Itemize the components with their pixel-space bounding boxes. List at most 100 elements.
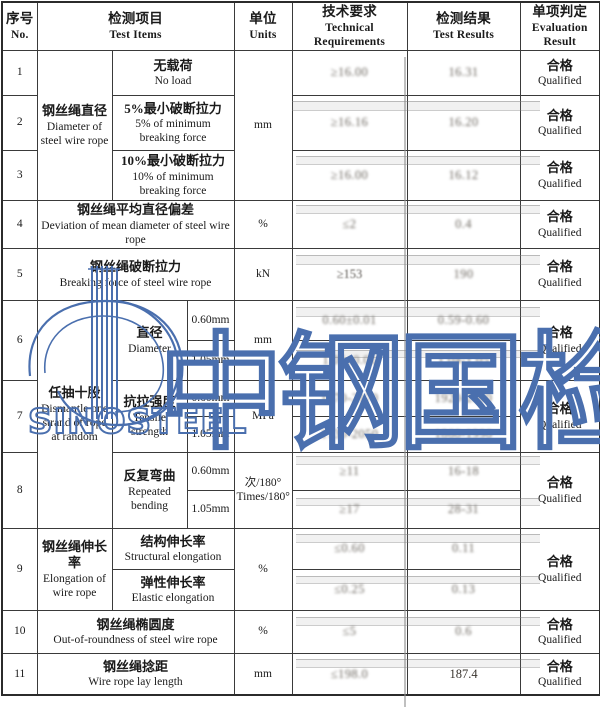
row-requirement: ≥153 — [291, 247, 408, 301]
row-unit: % — [233, 199, 293, 249]
header-test-items-en: Test Items — [109, 28, 162, 41]
row-unit: mm — [233, 652, 293, 696]
result-value: 1920-2080 — [434, 390, 493, 405]
verdict-cn: 合格 — [546, 107, 573, 123]
row-requirement: ≥16.16 — [291, 94, 408, 151]
row-result: 190 — [406, 247, 521, 301]
requirement-value: ≤0.60 — [334, 541, 365, 556]
row-size: 1.05mm — [186, 489, 235, 529]
row-size: 0.60mm — [186, 451, 235, 491]
header-results-en: Test Results — [432, 28, 495, 41]
row-result: 0.4 — [406, 199, 521, 249]
row-item-en: Out-of-roundness of steel wire rope — [53, 634, 218, 647]
requirement-value: ≥11 — [339, 463, 360, 478]
table-row: 1 钢丝绳直径 Diameter of steel wire rope 无载荷 … — [1, 49, 600, 201]
table-row: 9 钢丝绳伸长率 Elongation of wire rope 结构伸长率 S… — [1, 527, 600, 611]
table-row: 2 5%最小破断拉力 5% of minimum breaking force … — [1, 94, 600, 151]
result-value: 16.31 — [448, 65, 479, 80]
table-row: 10 钢丝绳椭圆度 Out-of-roundness of steel wire… — [1, 609, 600, 654]
row-result: 0.59-0.60 — [406, 299, 521, 341]
requirement-value: ≥16.00 — [330, 65, 369, 80]
requirement-value: 1730-2050 — [320, 426, 379, 441]
header-no-en: No. — [10, 28, 29, 41]
header-no-cn: 序号 — [6, 11, 34, 26]
group-dismantle: 任抽十股 Dismantle one strand of rope at ran… — [36, 299, 113, 529]
header-results-cn: 检测结果 — [436, 11, 491, 26]
row-unit: % — [233, 527, 293, 611]
row-size: 0.60mm — [186, 299, 235, 341]
row-item-en: Elastic elongation — [131, 592, 215, 605]
row-unit-en: Times/180° — [236, 491, 290, 504]
row-item-en: Structural elongation — [124, 551, 222, 564]
header-test-items-cn: 检测项目 — [108, 11, 163, 26]
table-row: 弹性伸长率 Elastic elongation ≤0.25 0.13 — [2, 568, 600, 611]
row-item-en: No load — [154, 75, 192, 88]
result-value: 28-31 — [447, 501, 480, 516]
row-requirement: ≤198.0 — [291, 652, 408, 696]
row-no: 9 — [1, 527, 38, 611]
row-result: 16.20 — [406, 94, 521, 151]
group-diameter-en: Diameter of steel wire rope — [40, 120, 109, 147]
row-no: 6 — [1, 299, 38, 381]
row-verdict: 合格 Qualified — [519, 299, 600, 381]
requirement-value: 1870-2170 — [320, 390, 379, 405]
row-item: 钢丝绳捻距 Wire rope lay length — [36, 652, 235, 696]
row-item: 5%最小破断拉力 5% of minimum breaking force — [111, 94, 235, 151]
row-result: 1860-1990 — [406, 415, 521, 453]
row-item-cn: 结构伸长率 — [140, 533, 206, 549]
row-size: 0.60mm — [186, 379, 235, 417]
header-evaluation-result: 单项判定 Evaluation Result — [519, 1, 600, 51]
row-item: 反复弯曲 Repeated bending — [111, 451, 188, 529]
row-unit: mm — [233, 299, 293, 381]
row-item: 10%最小破断拉力 10% of minimum breaking force — [111, 149, 235, 201]
row-item-en: 10% of minimum breaking force — [132, 170, 214, 197]
row-requirement: ≤5 — [291, 609, 408, 654]
table-row: 3 10%最小破断拉力 10% of minimum breaking forc… — [1, 149, 600, 201]
result-value: 187.4 — [449, 666, 478, 681]
row-result: 1920-2080 — [406, 379, 521, 417]
row-no: 2 — [1, 94, 38, 151]
row-result: 0.6 — [406, 609, 521, 654]
row-no: 3 — [1, 149, 38, 201]
result-value: 16.12 — [448, 167, 479, 182]
row-verdict: 合格 Qualified — [519, 527, 600, 611]
table-row: 5 钢丝绳破断拉力 Breaking force of steel wire r… — [1, 247, 600, 301]
verdict-cn: 合格 — [546, 616, 573, 632]
row-result: 16.12 — [406, 149, 521, 201]
row-item-en: Breaking force of steel wire rope — [59, 276, 212, 289]
row-no: 5 — [1, 247, 38, 301]
row-unit-cn: 次/180° — [244, 477, 282, 490]
requirement-value: ≤0.25 — [334, 582, 365, 597]
verdict-cn: 合格 — [546, 475, 573, 491]
row-item-cn: 5%最小破断拉力 — [124, 100, 222, 116]
header-units: 单位 Units — [233, 1, 293, 51]
verdict-cn: 合格 — [546, 209, 573, 225]
result-value: 0.6 — [455, 624, 472, 639]
verdict-en: Qualified — [538, 634, 582, 647]
row-unit: MPa — [233, 379, 293, 453]
row-verdict: 合格 Qualified — [519, 379, 600, 453]
table-row: 11 钢丝绳捻距 Wire rope lay length mm ≤198.0 … — [1, 652, 600, 696]
row-requirement: ≥16.00 — [291, 49, 408, 96]
row-unit: 次/180° Times/180° — [233, 451, 293, 529]
header-evaluation-en: Evaluation Result — [531, 21, 588, 48]
row-item: 钢丝绳破断拉力 Breaking force of steel wire rop… — [36, 247, 235, 301]
row-no: 7 — [1, 379, 38, 453]
group-diameter-cn: 钢丝绳直径 — [41, 103, 107, 119]
row-item-en: Deviation of mean diameter of steel wire… — [41, 219, 230, 246]
row-unit: mm — [233, 49, 293, 201]
row-verdict: 合格 Qualified — [519, 49, 600, 96]
header-test-items: 检测项目 Test Items — [36, 1, 235, 51]
row-item: 钢丝绳平均直径偏差 Deviation of mean diameter of … — [36, 199, 235, 249]
header-units-cn: 单位 — [249, 11, 277, 26]
row-item-cn: 10%最小破断拉力 — [120, 153, 225, 169]
row-requirement: ≥17 — [291, 489, 408, 529]
result-value: 190 — [453, 266, 474, 281]
group-diameter: 钢丝绳直径 Diameter of steel wire rope — [36, 49, 113, 201]
row-item-cn: 钢丝绳破断拉力 — [89, 259, 181, 275]
row-size: 1.05mm — [186, 415, 235, 453]
row-result: 16-18 — [406, 451, 521, 491]
verdict-en: Qualified — [538, 75, 582, 88]
